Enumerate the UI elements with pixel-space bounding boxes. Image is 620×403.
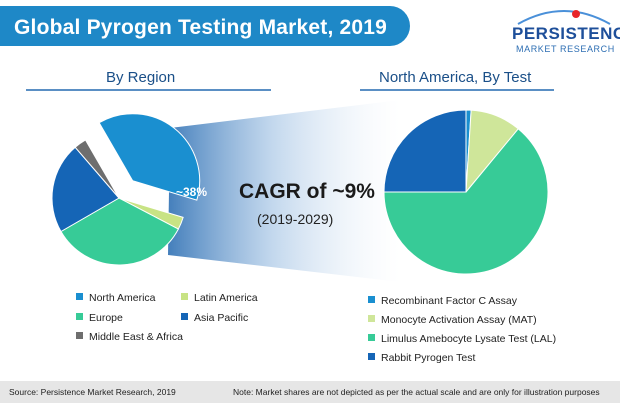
connector-beam: [168, 100, 400, 282]
legend-swatch: [76, 332, 83, 339]
legend-rfc: Recombinant Factor C Assay: [368, 295, 517, 307]
legend-swatch: [368, 334, 375, 341]
slice-lal: [383, 128, 549, 275]
header: Global Pyrogen Testing Market, 2019 PERS…: [0, 0, 620, 58]
title-bar: Global Pyrogen Testing Market, 2019: [0, 6, 410, 46]
test-heading: North America, By Test: [379, 69, 532, 86]
slice-asia-pacific: [51, 146, 120, 233]
cagr-period: (2019-2029): [257, 211, 334, 227]
region-heading: By Region: [106, 69, 176, 86]
legend-swatch: [368, 315, 375, 322]
source-note: Source: Persistence Market Research, 201…: [9, 387, 176, 397]
legend-europe: Europe: [76, 312, 123, 324]
legend-swatch: [76, 293, 83, 300]
legend-swatch: [76, 313, 83, 320]
slice-rpt: [383, 109, 467, 193]
page-title: Global Pyrogen Testing Market, 2019: [14, 16, 388, 39]
legend-mea: Middle East & Africa: [76, 331, 183, 343]
disclaimer-note: Note: Market shares are not depicted as …: [233, 387, 600, 397]
cagr-text: CAGR of ~9%: [239, 180, 375, 203]
slice-mea: [74, 139, 120, 199]
legend-lal: Limulus Amebocyte Lysate Test (LAL): [368, 333, 556, 345]
north-america-share-label: ~38%: [176, 185, 208, 199]
brand-logo: PERSISTENCE MARKET RESEARCH: [512, 4, 620, 54]
legend-swatch: [368, 353, 375, 360]
region-heading-rule: [26, 89, 271, 91]
legend-rpt: Rabbit Pyrogen Test: [368, 352, 475, 364]
logo-arc-icon: [517, 10, 611, 25]
test-heading-rule: [360, 89, 554, 91]
footer: Source: Persistence Market Research, 201…: [0, 381, 620, 403]
legend-north-america: North America: [76, 292, 156, 304]
logo-tagline: MARKET RESEARCH: [516, 44, 615, 54]
legend-latin-america: Latin America: [181, 292, 258, 304]
slice-north-america: [98, 113, 201, 201]
legend-mat: Monocyte Activation Assay (MAT): [368, 314, 537, 326]
logo-wordmark: PERSISTENCE: [512, 24, 620, 43]
region-pie: [51, 113, 201, 266]
legend-swatch: [181, 293, 188, 300]
legend-swatch: [181, 313, 188, 320]
test-pie: [383, 109, 549, 275]
legend-swatch: [368, 296, 375, 303]
legend-asia-pacific: Asia Pacific: [181, 312, 248, 324]
